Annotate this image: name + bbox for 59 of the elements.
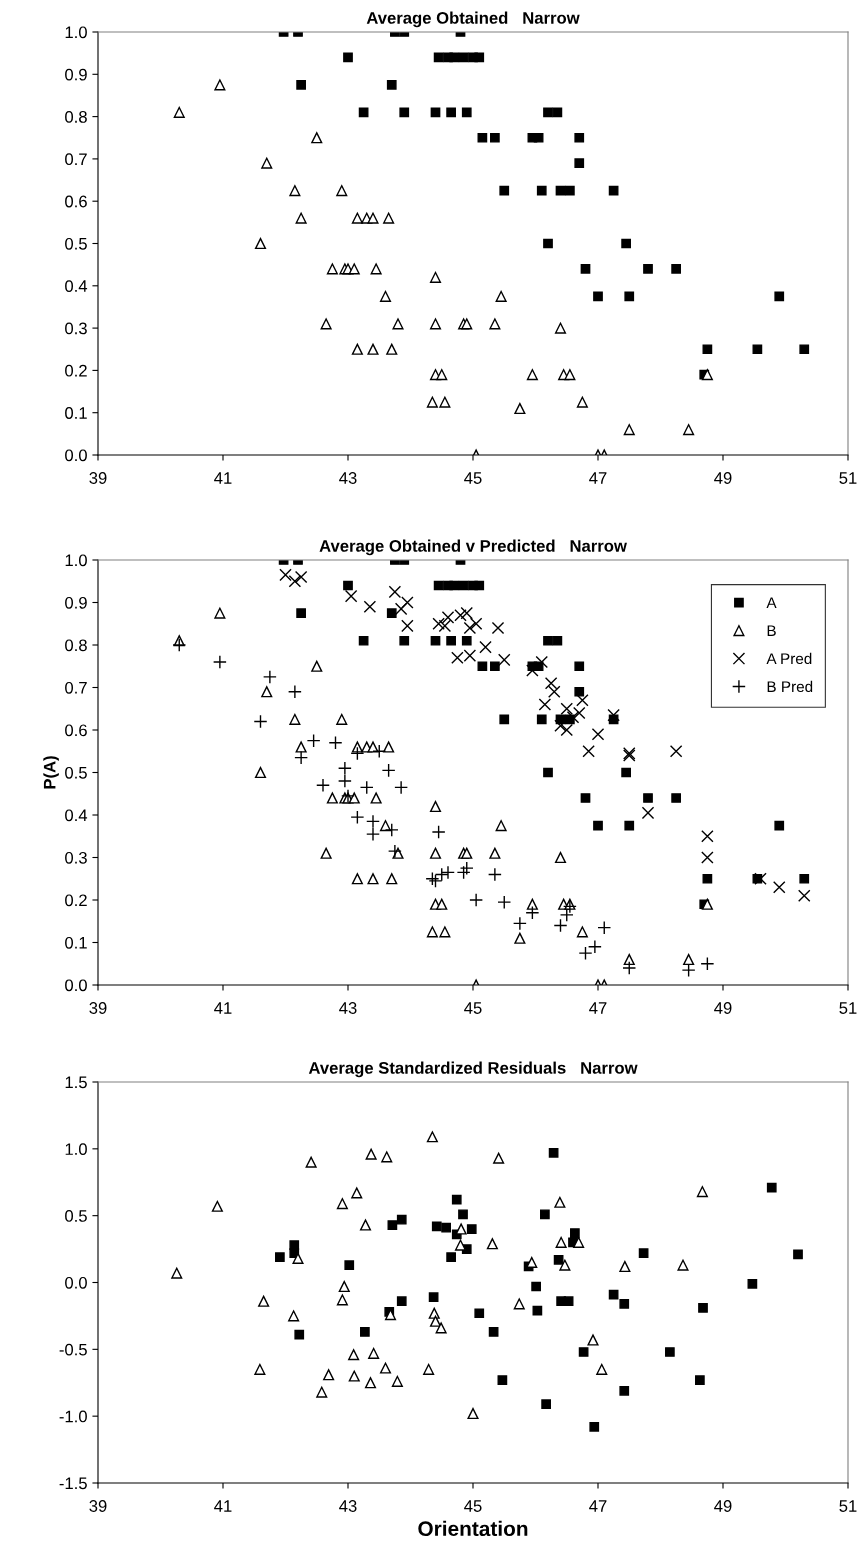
y-tick-label: 0.6 bbox=[65, 724, 87, 737]
y-tick-label: 0.9 bbox=[65, 596, 87, 609]
x-tick-label: 51 bbox=[839, 1002, 857, 1014]
y-tick-label: 0.7 bbox=[65, 153, 87, 166]
x-tick-label: 39 bbox=[89, 1002, 107, 1014]
legend-label: B bbox=[767, 625, 776, 636]
y-tick-label: 0.3 bbox=[65, 322, 87, 335]
x-tick-label: 47 bbox=[589, 472, 607, 484]
y-tick-label: 1.0 bbox=[65, 554, 87, 567]
y-tick-label: 0.5 bbox=[65, 237, 87, 250]
x-tick-label: 47 bbox=[589, 1002, 607, 1014]
chart-title: Average Standardized Residuals Narrow bbox=[308, 1061, 638, 1078]
x-tick-label: 43 bbox=[339, 1002, 357, 1014]
x-axis-title: Orientation bbox=[418, 1520, 528, 1537]
y-tick-label: -0.5 bbox=[59, 1343, 87, 1356]
x-tick-label: 45 bbox=[464, 1500, 482, 1512]
x-tick-label: 41 bbox=[214, 1002, 232, 1014]
y-tick-label: 0.1 bbox=[65, 936, 87, 949]
y-tick-label: 0.6 bbox=[65, 195, 87, 208]
x-tick-label: 51 bbox=[839, 1500, 857, 1512]
chart-title: Average Obtained Narrow bbox=[366, 11, 580, 28]
legend-label: A Pred bbox=[766, 652, 812, 665]
y-tick-label: 0.0 bbox=[65, 449, 87, 462]
y-tick-label: 0.2 bbox=[65, 894, 87, 907]
y-tick-label: 0.0 bbox=[65, 979, 87, 992]
legend-label: B Pred bbox=[767, 680, 813, 693]
x-tick-label: 43 bbox=[339, 1500, 357, 1512]
y-tick-label: 0.9 bbox=[65, 68, 87, 81]
x-tick-label: 41 bbox=[214, 472, 232, 484]
legend-label: A bbox=[766, 597, 777, 608]
y-tick-label: 0.4 bbox=[65, 809, 88, 822]
y-tick-label: 0.2 bbox=[65, 364, 87, 377]
x-tick-label: 39 bbox=[89, 472, 107, 484]
x-tick-label: 51 bbox=[839, 472, 857, 484]
y-tick-label: -1.5 bbox=[59, 1477, 87, 1490]
x-tick-label: 41 bbox=[214, 1500, 232, 1512]
y-axis-title: P(A) bbox=[43, 756, 59, 789]
chart-title: Average Obtained v Predicted Narrow bbox=[319, 539, 627, 556]
x-tick-label: 45 bbox=[464, 1002, 482, 1014]
x-tick-label: 45 bbox=[464, 472, 482, 484]
y-tick-label: 0.3 bbox=[65, 851, 87, 864]
y-tick-label: 0.1 bbox=[65, 407, 87, 419]
x-tick-label: 47 bbox=[589, 1500, 607, 1512]
y-tick-label: 1.0 bbox=[65, 26, 87, 39]
y-tick-label: 0.5 bbox=[65, 1210, 87, 1222]
y-tick-label: 0.5 bbox=[65, 766, 87, 779]
x-tick-label: 43 bbox=[339, 472, 357, 484]
y-tick-label: 1.5 bbox=[65, 1076, 87, 1089]
y-tick-label: 0.7 bbox=[65, 681, 87, 694]
x-tick-label: 49 bbox=[714, 472, 732, 484]
y-tick-label: 0.8 bbox=[65, 639, 87, 652]
y-tick-label: 0.0 bbox=[65, 1276, 87, 1289]
y-tick-label: -1.0 bbox=[59, 1410, 87, 1423]
x-tick-label: 39 bbox=[89, 1500, 107, 1512]
y-tick-label: 0.8 bbox=[65, 111, 87, 123]
y-tick-label: 1.0 bbox=[65, 1143, 87, 1156]
y-tick-label: 0.4 bbox=[65, 280, 88, 292]
x-tick-label: 49 bbox=[714, 1500, 732, 1512]
x-tick-label: 49 bbox=[714, 1002, 732, 1014]
